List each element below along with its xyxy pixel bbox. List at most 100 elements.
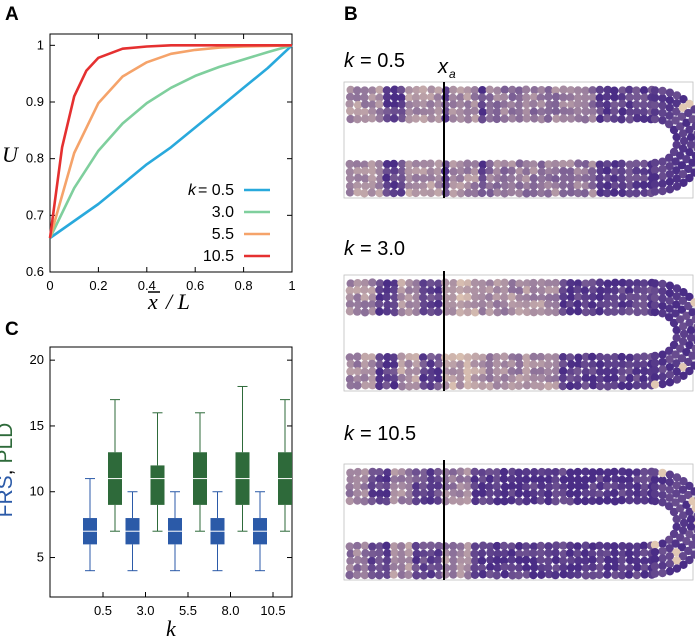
particle (441, 468, 450, 477)
particle (672, 359, 681, 368)
particle (485, 182, 495, 191)
particle (485, 85, 494, 95)
particle (383, 373, 392, 383)
particle (688, 115, 695, 124)
particle (456, 563, 466, 572)
particle (449, 381, 458, 391)
particle (529, 99, 538, 109)
particle (396, 85, 406, 95)
particle (610, 353, 620, 362)
particle (492, 482, 501, 491)
particle (492, 381, 502, 390)
particle (664, 119, 674, 129)
particle (390, 367, 399, 376)
particle (617, 495, 627, 505)
particle (345, 99, 354, 109)
particle (537, 107, 546, 116)
particle (544, 489, 553, 499)
particle (470, 381, 480, 390)
particle (632, 279, 642, 288)
particle (390, 106, 399, 116)
particle (551, 188, 560, 197)
particle (515, 374, 524, 383)
particle (470, 570, 480, 579)
particle (544, 548, 553, 558)
particle (596, 106, 605, 116)
particle (650, 540, 660, 550)
particle (507, 374, 517, 383)
particle (672, 107, 681, 116)
particle (566, 174, 576, 183)
particle (456, 497, 465, 506)
particle (390, 381, 399, 390)
particle (632, 107, 642, 117)
particle (522, 570, 531, 579)
particle (566, 114, 576, 123)
particle (610, 167, 619, 176)
particle (595, 93, 604, 103)
particle (382, 497, 391, 506)
particle (573, 307, 583, 316)
particle (352, 475, 362, 484)
particle (412, 307, 421, 317)
particle (632, 475, 642, 484)
particle (478, 86, 487, 95)
particle (464, 556, 473, 566)
particle (574, 481, 583, 491)
particle (404, 562, 414, 572)
particle (367, 481, 377, 491)
particle (345, 496, 355, 506)
particle (632, 188, 641, 198)
particle (573, 563, 583, 572)
particle (353, 481, 362, 491)
particle (559, 563, 568, 572)
particle (367, 563, 377, 573)
particle (581, 107, 590, 116)
particle (688, 540, 695, 549)
particle (672, 522, 681, 532)
particle (530, 381, 539, 390)
particle (678, 526, 688, 535)
particle (639, 488, 649, 498)
particle (679, 371, 688, 380)
particle (374, 159, 384, 169)
particle (672, 325, 681, 335)
particle (625, 93, 634, 102)
particle (434, 541, 443, 551)
particle (389, 496, 399, 505)
particle (618, 489, 627, 498)
particle (434, 174, 444, 184)
panel-c-ticks: 5 10 15 20 0.5 3.0 5.5 8.0 10.5 (30, 352, 292, 618)
particle (551, 86, 560, 95)
particle (537, 481, 546, 491)
particle (448, 107, 457, 117)
particle (602, 475, 612, 484)
particle (671, 539, 680, 548)
particle (588, 468, 597, 477)
particle (492, 299, 502, 309)
particle (500, 159, 509, 169)
particle (678, 511, 688, 520)
particle (558, 367, 568, 376)
particle (581, 159, 591, 169)
particle (500, 482, 510, 492)
particle (412, 85, 421, 95)
particle (419, 541, 428, 551)
particle (485, 93, 495, 102)
particle (374, 556, 384, 565)
particle (574, 292, 583, 302)
particle (478, 307, 487, 316)
particle (602, 549, 612, 559)
panel-a-xlabel-rest: / L (164, 289, 190, 314)
particle (559, 106, 569, 116)
particle (632, 300, 641, 309)
particle (558, 467, 567, 477)
particle (499, 174, 509, 184)
particle (478, 475, 488, 484)
particle (500, 189, 509, 198)
particle (368, 93, 377, 102)
particle (405, 489, 414, 499)
particle (500, 352, 509, 361)
particle (360, 367, 369, 377)
